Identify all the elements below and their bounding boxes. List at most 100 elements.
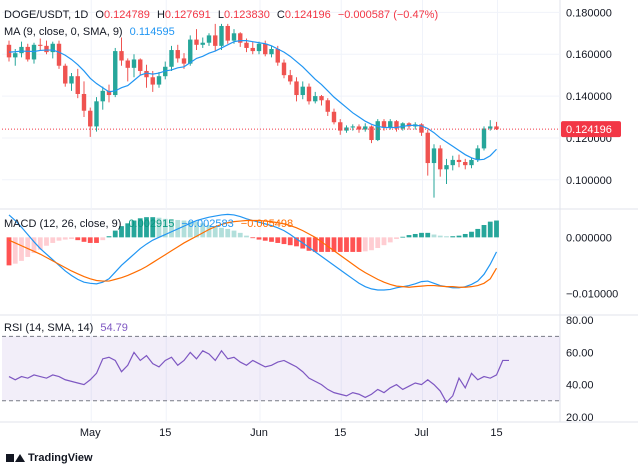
macd-histogram-bar	[456, 235, 462, 238]
candle-body	[488, 126, 493, 129]
macd-histogram-bar	[137, 218, 143, 238]
candle-body	[356, 126, 362, 130]
macd-histogram-bar	[425, 232, 431, 238]
candle-body	[94, 101, 99, 127]
price-tick-label: 0.180000	[566, 7, 612, 19]
x-tick-label: Jun	[250, 427, 268, 439]
x-tick-label: 15	[334, 427, 346, 439]
macd-histogram-bar	[412, 233, 418, 238]
macd-histogram-bar	[231, 230, 237, 238]
candle-body	[63, 65, 68, 84]
axes: 0.1800000.1600000.1400000.1200000.100000…	[80, 7, 621, 439]
macd-histogram-bar	[75, 237, 81, 241]
macd-histogram-bar	[187, 221, 193, 238]
tradingview-logo[interactable]: TradingView	[6, 452, 93, 464]
macd-histogram-bar	[162, 218, 168, 238]
macd-histogram-bar	[194, 221, 199, 238]
candle-body	[119, 51, 124, 61]
ma-line	[8, 40, 497, 161]
candle-body	[444, 165, 449, 170]
macd-histogram-bar	[256, 237, 262, 240]
candle-body	[425, 132, 430, 164]
macd-histogram-bar	[387, 237, 393, 243]
macd-histogram-bar	[156, 217, 162, 238]
macd-histogram-bar	[275, 237, 281, 243]
candle-body	[213, 35, 218, 46]
macd-histogram-bar	[375, 237, 381, 248]
current-price-badge	[561, 121, 621, 138]
macd-histogram-bar	[56, 237, 62, 241]
candle-body	[150, 77, 155, 85]
macd-histogram-bar	[369, 237, 374, 251]
macd-histogram-bar	[331, 237, 337, 252]
macd-histogram-bar	[431, 234, 437, 238]
candle-body	[138, 59, 143, 71]
candle-body	[381, 121, 387, 128]
low-label: L	[217, 9, 224, 21]
macd-histogram-bar	[31, 237, 37, 254]
candle-body	[113, 51, 118, 96]
macd-pane	[6, 213, 499, 291]
candle-body	[81, 93, 87, 111]
candle-body	[13, 53, 18, 58]
macd-histogram-bar	[444, 236, 449, 238]
macd-histogram-bar	[144, 217, 149, 238]
candle-body	[19, 46, 24, 54]
candle-body	[144, 70, 149, 78]
candle-body	[494, 126, 499, 130]
candle-body	[388, 121, 393, 128]
x-tick-label: Jul	[414, 427, 428, 439]
macd-histogram-bar	[212, 226, 218, 238]
macd-legend-hist: −0.005498	[240, 218, 294, 230]
candle-body	[306, 86, 312, 102]
current-price-label: 0.124196	[566, 124, 612, 136]
candle-body	[131, 59, 137, 68]
candle-body	[338, 122, 343, 131]
candle-body	[125, 60, 130, 68]
close-label: C	[276, 9, 285, 21]
close-value: 0.124196	[284, 9, 331, 21]
candle-body	[156, 76, 162, 85]
macd-histogram-bar	[181, 220, 187, 238]
macd-histogram-bar	[62, 237, 68, 240]
macd-histogram-bar	[225, 228, 231, 238]
candle-body	[363, 126, 368, 130]
price-tick-label: 0.140000	[566, 91, 612, 103]
candle-body	[313, 96, 318, 102]
candle-body	[375, 121, 380, 141]
candle-body	[475, 148, 480, 160]
macd-histogram-bar	[287, 237, 293, 246]
macd-histogram-bar	[306, 237, 312, 251]
macd-histogram-bar	[450, 236, 456, 238]
candle-body	[44, 45, 49, 53]
rsi-line	[8, 349, 509, 404]
macd-histogram-bar	[262, 237, 268, 241]
macd-histogram-bar	[481, 225, 487, 238]
macd-histogram-bar	[400, 236, 406, 238]
candle-body	[175, 50, 180, 59]
brand-label: TradingView	[28, 452, 93, 464]
ma-legend: MA (9, close, 0, SMA, 9) 0.114595	[4, 26, 179, 38]
macd-histogram-bar	[487, 221, 493, 238]
candle-body	[200, 42, 205, 45]
macd-tick-label: −0.010000	[566, 288, 618, 300]
macd-histogram-bar	[150, 217, 156, 238]
x-tick-label: 15	[490, 427, 502, 439]
ma-legend-label: MA (9, close, 0, SMA, 9)	[4, 26, 123, 38]
macd-legend-label: MACD (12, 26, close, 9)	[4, 218, 122, 230]
rsi-tick-label: 40.00	[566, 380, 594, 392]
candle-body	[456, 159, 462, 163]
candle-body	[244, 42, 249, 48]
ma-legend-value: 0.114595	[129, 26, 175, 38]
macd-histogram-bar	[112, 230, 118, 238]
macd-legend: MACD (12, 26, close, 9) 0.002915 −0.0025…	[4, 218, 297, 230]
macd-histogram-bar	[100, 237, 106, 241]
macd-histogram-bar	[419, 232, 424, 238]
signal-line	[8, 219, 498, 288]
macd-histogram-bar	[125, 223, 131, 238]
candle-body	[219, 25, 224, 46]
candle-body	[6, 44, 12, 58]
macd-histogram-bar	[200, 223, 206, 238]
rsi-legend-value: 54.79	[100, 322, 128, 334]
candle-body	[419, 124, 424, 133]
